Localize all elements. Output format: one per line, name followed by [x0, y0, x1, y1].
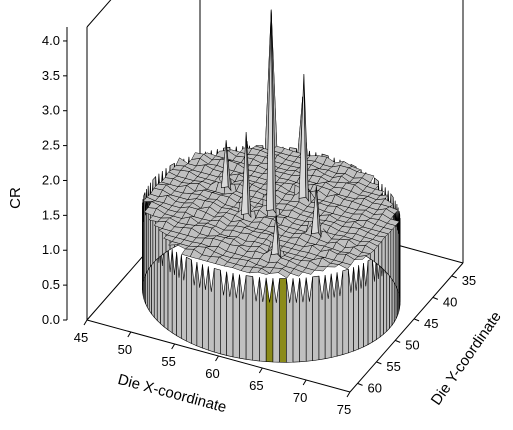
- surface-mesh-cell: [385, 206, 399, 215]
- y-tick-mark: [357, 382, 363, 386]
- z-tick-label: 3.0: [42, 103, 60, 118]
- surface-wall-facet: [336, 270, 344, 357]
- surface-wall-facet: [239, 274, 247, 360]
- surface-wall-facet: [318, 274, 326, 361]
- surface-wall-facet: [207, 266, 215, 353]
- surface-wall-facet: [363, 260, 369, 348]
- y-tick-mark: [395, 339, 401, 343]
- surface-wall-facet: [181, 254, 187, 342]
- y-tick-label: 60: [368, 380, 382, 395]
- z-tick-label: 0.5: [42, 277, 60, 292]
- y-tick-label: 50: [405, 337, 419, 352]
- surface-wall-facet: [342, 268, 349, 355]
- y-axis-line: [349, 262, 464, 393]
- x-tick-label: 75: [337, 402, 351, 417]
- surface-wall-facet: [213, 267, 221, 355]
- z-tick-label: 1.5: [42, 207, 60, 222]
- surface-wall-facet: [163, 242, 169, 331]
- z-tick-label: 0.0: [42, 312, 60, 327]
- z-tick-label: 1.0: [42, 242, 60, 257]
- surface-wall-facet: [299, 277, 307, 363]
- surface-wall-facet: [348, 267, 354, 354]
- surface-wall-facet: [279, 278, 287, 363]
- peak-spike: [316, 186, 322, 238]
- x-tick-mark: [83, 319, 88, 326]
- surface-wall-facet: [372, 255, 377, 343]
- surface-wall-facet: [390, 192, 394, 282]
- peak-spike: [303, 74, 309, 202]
- surface-wall-facet: [272, 278, 280, 363]
- surface-wall-facet: [245, 275, 254, 361]
- y-tick-mark: [451, 275, 457, 279]
- surface-wall-facet: [252, 276, 260, 362]
- surface-wall-facet: [191, 259, 198, 347]
- peak-spike: [225, 140, 232, 192]
- x-tick-mark: [258, 367, 263, 374]
- frame-edge-2: [86, 0, 112, 28]
- y-tick-label: 55: [386, 359, 400, 374]
- y-tick-mark: [413, 318, 420, 322]
- surface-wall-facet: [324, 273, 332, 360]
- surface-wall-facet: [305, 276, 313, 362]
- surface: [142, 9, 401, 363]
- surface-wall-facet: [185, 256, 192, 344]
- surface-wall-facet: [202, 264, 209, 351]
- z-tick-label: 2.0: [42, 172, 60, 187]
- x-tick-label: 50: [118, 342, 132, 357]
- surface-wall-facet: [176, 251, 182, 339]
- surface-wall-facet: [358, 263, 364, 350]
- x-tick-label: 55: [161, 354, 175, 369]
- surface-wall-facet: [259, 277, 267, 362]
- x-tick-mark: [171, 343, 176, 350]
- y-tick-mark: [376, 361, 382, 365]
- surface-wall-facet: [353, 265, 359, 352]
- tick-labels: 0.0 0.5 1.0 1.5 2.0 2.5 3.0 3.5 4.0 45 50 55 60 65 70 7…: [42, 33, 476, 417]
- z-tick-label: 4.0: [42, 33, 60, 48]
- x-tick-label: 70: [293, 390, 307, 405]
- y-tick-mark: [432, 296, 439, 300]
- x-tick-label: 45: [74, 330, 88, 345]
- x-tick-mark: [127, 331, 132, 338]
- surface-wall-facet: [330, 272, 338, 358]
- surface-wall-facet: [171, 249, 177, 337]
- x-tick-mark: [215, 355, 219, 362]
- x-tick-label: 65: [249, 378, 263, 393]
- z-axis-label: CR: [7, 187, 24, 209]
- z-tick-label: 3.5: [42, 68, 60, 83]
- x-tick-label: 60: [205, 366, 219, 381]
- y-axis-label: Die Y-coordinate: [428, 308, 505, 408]
- surface-mesh-cell: [386, 218, 400, 226]
- surface-wall-facet: [232, 273, 240, 359]
- z-tick-label: 2.5: [42, 138, 60, 153]
- surface-wall-facet: [292, 278, 300, 363]
- surface-wall-facet: [265, 277, 274, 363]
- y-tick-label: 35: [462, 273, 476, 288]
- y-tick-label: 45: [424, 316, 438, 331]
- surface-wall-facet: [220, 270, 227, 356]
- x-tick-mark: [346, 391, 351, 398]
- peak-spike: [270, 9, 277, 215]
- surface-wall-facet: [367, 257, 373, 346]
- surface-wall-facet: [286, 278, 294, 363]
- peak-spike: [275, 214, 282, 259]
- surface-wall-facet: [167, 246, 173, 334]
- peak-spike: [245, 132, 252, 219]
- surface-wall-facet: [312, 275, 320, 361]
- surface-wall-facet: [226, 271, 234, 358]
- y-tick-label: 40: [443, 294, 457, 309]
- surface-wall-facet: [196, 262, 203, 349]
- x-tick-mark: [302, 379, 307, 386]
